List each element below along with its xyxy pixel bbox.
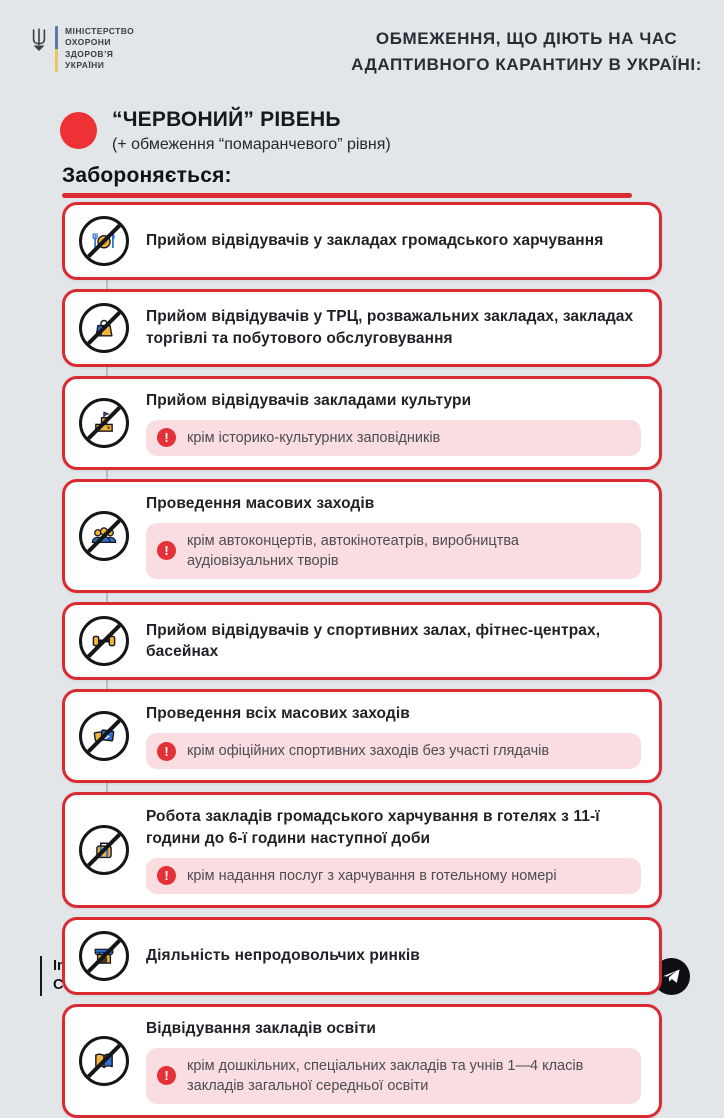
exception-text: крім автоконцертів, автокінотеатрів, вир… (187, 532, 519, 569)
restriction-body: Прийом відвідувачів у ТРЦ, розважальних … (146, 306, 641, 349)
no-culture-icon (79, 397, 129, 448)
restriction-title: Проведення масових заходів (146, 494, 375, 512)
restriction-card: Діяльність непродовольчих ринків (62, 916, 662, 995)
no-hotel-dining-icon (79, 825, 129, 876)
restriction-body: Прийом відвідувачів закладами культури !… (146, 390, 641, 456)
exception-text: крім історико-культурних заповідників (187, 429, 441, 446)
restriction-card: Проведення всіх масових заходів ! крім о… (62, 689, 662, 784)
ministry-name: МІНІСТЕРСТВО ОХОРОНИ ЗДОРОВ’Я УКРАЇНИ (65, 26, 134, 72)
no-gym-icon (79, 616, 129, 667)
restriction-card: Проведення масових заходів ! крім автоко… (62, 478, 662, 594)
section-underline (62, 193, 632, 198)
restriction-card: Робота закладів громадського харчування … (62, 792, 662, 908)
exclamation-icon: ! (157, 741, 176, 761)
restriction-body: Відвідування закладів освіти ! крім дошк… (146, 1018, 641, 1105)
restriction-title: Прийом відвідувачів у закладах громадськ… (146, 232, 604, 250)
section-heading: Забороняється: (62, 164, 232, 187)
red-level-dot (60, 112, 97, 149)
level-name: “ЧЕРВОНИЙ” РІВЕНЬ (112, 108, 341, 131)
no-all-events-icon (79, 711, 129, 762)
no-mass-events-icon (79, 511, 129, 562)
restriction-title: Прийом відвідувачів у спортивних залах, … (146, 621, 601, 661)
forbidden-section-header: Забороняється: (62, 164, 632, 198)
restrictions-list: Прийом відвідувачів у закладах громадськ… (62, 202, 662, 1118)
restriction-title: Прийом відвідувачів закладами культури (146, 392, 472, 409)
no-mall-icon (79, 303, 129, 353)
tryzub-icon (30, 28, 48, 57)
exception-pill: ! крім автоконцертів, автокінотеатрів, в… (146, 522, 641, 580)
exception-pill: ! крім офіційних спортивних заходів без … (146, 732, 641, 770)
restriction-body: Робота закладів громадського харчування … (146, 806, 641, 894)
restriction-card: Прийом відвідувачів закладами культури !… (62, 376, 662, 470)
exception-text: крім офіційних спортивних заходів без уч… (187, 742, 550, 759)
exclamation-icon: ! (157, 428, 176, 448)
exception-text: крім надання послуг з харчування в готел… (187, 867, 557, 884)
restriction-body: Проведення масових заходів ! крім автоко… (146, 493, 641, 580)
exception-pill: ! крім дошкільних, спеціальних закладів … (146, 1047, 641, 1105)
ministry-logo: МІНІСТЕРСТВО ОХОРОНИ ЗДОРОВ’Я УКРАЇНИ (30, 26, 134, 72)
restriction-title: Діяльність непродовольчих ринків (146, 947, 420, 965)
restriction-card: Прийом відвідувачів у закладах громадськ… (62, 202, 662, 280)
exception-text: крім дошкільних, спеціальних закладів та… (187, 1057, 584, 1094)
restriction-title: Робота закладів громадського харчування … (146, 808, 600, 847)
exclamation-icon: ! (157, 1066, 176, 1086)
restriction-title: Прийом відвідувачів у ТРЦ, розважальних … (146, 308, 634, 347)
no-dining-icon (79, 216, 129, 266)
brand-divider (40, 956, 42, 996)
no-education-icon (79, 1036, 129, 1087)
poster-title-line2: АДАПТИВНОГО КАРАНТИНУ В УКРАЇНІ: (351, 55, 702, 75)
exception-pill: ! крім надання послуг з харчування в гот… (146, 857, 641, 894)
restriction-card: Прийом відвідувачів у ТРЦ, розважальних … (62, 289, 662, 367)
restriction-card: Прийом відвідувачів у спортивних залах, … (62, 602, 662, 681)
restriction-title: Проведення всіх масових заходів (146, 705, 410, 723)
no-market-icon (79, 930, 129, 981)
poster-title: ОБМЕЖЕННЯ, ЩО ДІЮТЬ НА ЧАС АДАПТИВНОГО К… (351, 26, 702, 79)
restriction-body: Діяльність непродовольчих ринків (146, 945, 641, 967)
ministry-line: УКРАЇНИ (65, 60, 105, 71)
flag-bar (55, 26, 58, 72)
poster-title-line1: ОБМЕЖЕННЯ, ЩО ДІЮТЬ НА ЧАС (375, 29, 678, 48)
ministry-line: ЗДОРОВ’Я (65, 48, 114, 59)
ministry-line: МІНІСТЕРСТВО (65, 26, 135, 36)
level-subtitle: (+ обмеження “помаранчевого” рівня) (112, 136, 391, 153)
restriction-title: Відвідування закладів освіти (146, 1019, 376, 1037)
restriction-body: Проведення всіх масових заходів ! крім о… (146, 703, 641, 770)
ministry-line: ОХОРОНИ (65, 37, 111, 48)
restriction-body: Прийом відвідувачів у закладах громадськ… (146, 230, 641, 252)
level-header: “ЧЕРВОНИЙ” РІВЕНЬ (+ обмеження “помаранч… (60, 108, 391, 154)
exclamation-icon: ! (157, 866, 176, 886)
level-text: “ЧЕРВОНИЙ” РІВЕНЬ (+ обмеження “помаранч… (112, 108, 391, 154)
restriction-body: Прийом відвідувачів у спортивних залах, … (146, 620, 641, 663)
exclamation-icon: ! (157, 541, 176, 561)
exception-pill: ! крім історико-культурних заповідників (146, 419, 641, 456)
restriction-card: Відвідування закладів освіти ! крім дошк… (62, 1003, 662, 1118)
